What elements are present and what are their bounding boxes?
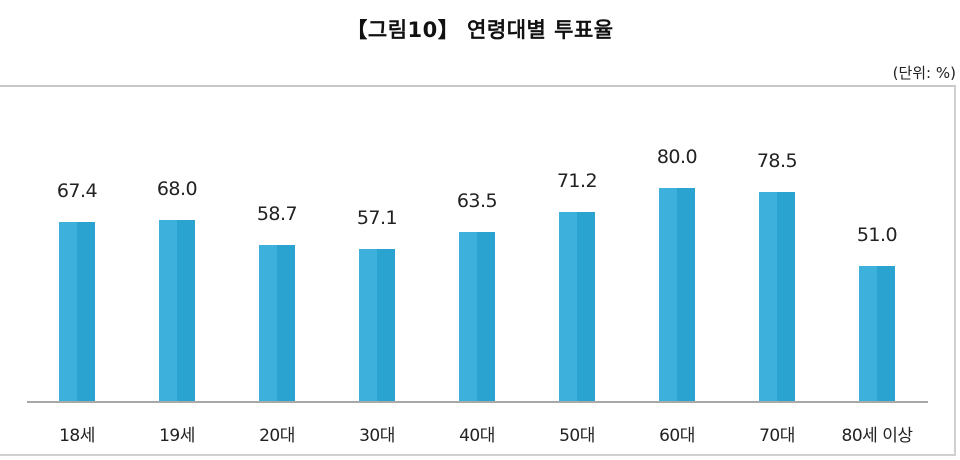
bar	[59, 222, 95, 402]
bar-value-label: 78.5	[756, 150, 798, 172]
bar	[159, 220, 195, 402]
bar-value-label: 80.0	[656, 146, 698, 168]
x-axis-category-label: 50대	[559, 426, 595, 446]
bar	[859, 266, 895, 402]
bar	[359, 249, 395, 402]
x-axis-category-label: 40대	[459, 426, 495, 446]
bar	[559, 212, 595, 402]
chart-title: 【그림10】 연령대별 투표율	[346, 18, 614, 42]
chart-frame	[0, 85, 956, 456]
x-axis-category-label: 60대	[659, 426, 695, 446]
bar-value-label: 58.7	[256, 203, 298, 225]
bar	[759, 192, 795, 402]
bar-value-label: 67.4	[56, 180, 98, 202]
x-axis-category-label: 18세	[59, 426, 95, 446]
bar-value-label: 51.0	[856, 224, 898, 246]
bar-value-label: 71.2	[556, 170, 598, 192]
x-axis-category-label: 80세 이상	[841, 426, 913, 446]
x-axis-line	[27, 401, 928, 403]
bar	[259, 245, 295, 402]
bar-value-label: 68.0	[156, 178, 198, 200]
bar-value-label: 57.1	[356, 207, 398, 229]
x-axis-category-label: 20대	[259, 426, 295, 446]
bar	[459, 232, 495, 402]
x-axis-category-label: 30대	[359, 426, 395, 446]
unit-label: (단위: %)	[892, 64, 956, 82]
bar-value-label: 63.5	[456, 190, 498, 212]
bar	[659, 188, 695, 402]
x-axis-category-label: 19세	[159, 426, 195, 446]
x-axis-category-label: 70대	[759, 426, 795, 446]
